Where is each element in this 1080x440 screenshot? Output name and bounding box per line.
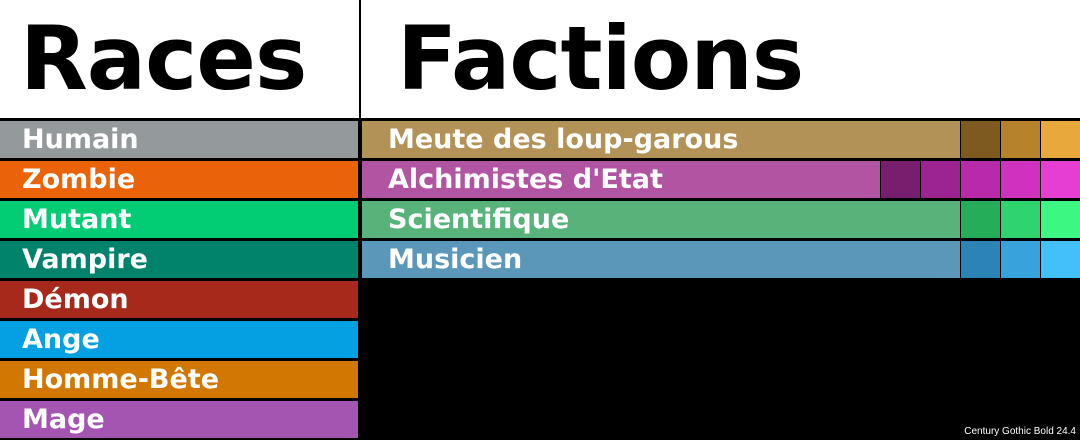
- race-label: Vampire: [22, 244, 148, 275]
- header-divider: [359, 0, 361, 118]
- faction-swatch: [1001, 201, 1040, 238]
- faction-swatch: [961, 121, 1000, 158]
- faction-swatch: [1001, 121, 1040, 158]
- faction-swatch: [1041, 241, 1080, 278]
- faction-swatch: [881, 161, 920, 198]
- font-caption: Century Gothic Bold 24.4: [964, 426, 1076, 437]
- faction-swatch: [1001, 241, 1040, 278]
- race-label: Homme-Bête: [22, 364, 220, 395]
- faction-row-scientifique: Scientifique: [362, 201, 960, 238]
- race-row-homme-bete: Homme-Bête: [0, 361, 358, 398]
- race-row-mutant: Mutant: [0, 201, 358, 238]
- race-label: Ange: [22, 324, 100, 355]
- header-underline: [0, 118, 1080, 120]
- race-label: Zombie: [22, 164, 136, 195]
- race-label: Mutant: [22, 204, 132, 235]
- race-row-zombie: Zombie: [0, 161, 358, 198]
- race-label: Démon: [22, 284, 129, 315]
- races-header: Races: [0, 0, 360, 118]
- faction-label: Alchimistes d'Etat: [388, 164, 663, 195]
- race-label: Mage: [22, 404, 105, 435]
- faction-swatch: [961, 161, 1000, 198]
- faction-row-alchimistes: Alchimistes d'Etat: [362, 161, 880, 198]
- factions-header: Factions: [361, 0, 1080, 118]
- faction-swatch: [1041, 121, 1080, 158]
- faction-swatch: [921, 161, 960, 198]
- race-row-humain: Humain: [0, 121, 358, 158]
- faction-label: Scientifique: [388, 204, 570, 235]
- race-row-mage: Mage: [0, 401, 358, 438]
- faction-swatch: [1001, 161, 1040, 198]
- faction-label: Musicien: [388, 244, 523, 275]
- faction-swatch: [961, 241, 1000, 278]
- race-row-demon: Démon: [0, 281, 358, 318]
- faction-row-musicien: Musicien: [362, 241, 960, 278]
- faction-swatch: [1041, 161, 1080, 198]
- race-row-ange: Ange: [0, 321, 358, 358]
- faction-swatch: [961, 201, 1000, 238]
- faction-label: Meute des loup-garous: [388, 124, 739, 155]
- faction-row-meute: Meute des loup-garous: [362, 121, 960, 158]
- race-label: Humain: [22, 124, 139, 155]
- faction-swatch: [1041, 201, 1080, 238]
- race-row-vampire: Vampire: [0, 241, 358, 278]
